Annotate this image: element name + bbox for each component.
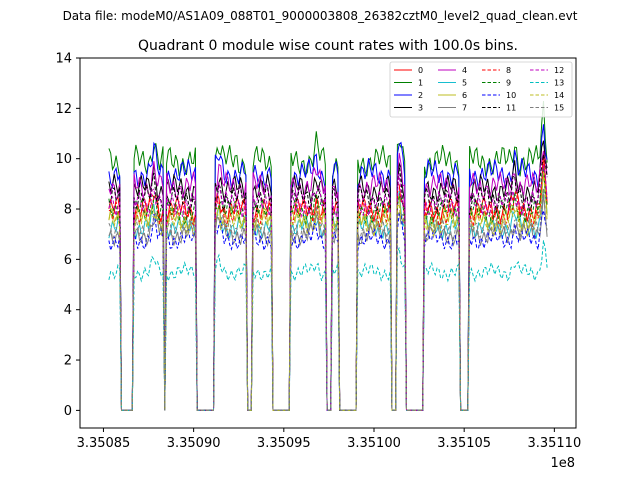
x-tick-label: 3.35090 — [167, 436, 221, 451]
y-tick-label: 12 — [55, 102, 72, 117]
y-tick-label: 14 — [55, 52, 72, 67]
series-line-2 — [108, 124, 548, 411]
legend-label-6: 6 — [462, 91, 467, 100]
x-tick-label: 3.35095 — [257, 436, 311, 451]
x-tick-label: 3.35100 — [347, 436, 401, 451]
x-tick-label: 3.35110 — [527, 436, 581, 451]
legend-label-14: 14 — [554, 91, 564, 100]
legend-label-12: 12 — [554, 66, 564, 75]
y-tick-label: 8 — [64, 203, 72, 218]
series-line-3 — [108, 140, 548, 411]
series-line-15 — [108, 188, 548, 411]
x-tick-label: 3.35085 — [77, 436, 131, 451]
plot-area-frame — [79, 57, 577, 429]
legend-label-9: 9 — [506, 79, 511, 88]
legend-label-15: 15 — [554, 104, 564, 113]
y-tick-label: 10 — [55, 152, 72, 167]
legend-label-7: 7 — [462, 104, 467, 113]
y-tick-label: 2 — [64, 354, 72, 369]
series-line-14 — [108, 171, 548, 411]
legend-label-10: 10 — [506, 91, 516, 100]
x-axis: 3.35085 3.35090 3.35095 3.35100 3.35105 3.351… — [77, 428, 581, 451]
legend-label-1: 1 — [418, 79, 423, 88]
series-layer — [108, 100, 548, 411]
x-tick-label: 3.35105 — [437, 436, 491, 451]
legend-label-8: 8 — [506, 66, 511, 75]
series-line-1 — [108, 100, 548, 411]
y-tick-label: 4 — [64, 303, 72, 318]
chart-suptitle: Data file: modeM0/AS1A09_088T01_90000038… — [63, 9, 578, 23]
legend-box — [389, 61, 573, 118]
legend-label-0: 0 — [418, 66, 423, 75]
series-line-12 — [108, 164, 548, 411]
y-axis: 0 2 4 6 8 10 12 14 — [55, 52, 80, 419]
series-line-11 — [108, 154, 548, 411]
y-tick-label: 6 — [64, 253, 72, 268]
x-offset-label: 1e8 — [550, 456, 575, 471]
y-tick-label: 0 — [64, 404, 72, 419]
legend-label-4: 4 — [462, 66, 467, 75]
legend-label-2: 2 — [418, 91, 423, 100]
series-line-13 — [108, 240, 548, 411]
series-line-7 — [108, 193, 548, 411]
legend-label-11: 11 — [506, 104, 516, 113]
series-line-8 — [108, 160, 548, 411]
legend-label-5: 5 — [462, 79, 467, 88]
legend-label-13: 13 — [554, 79, 564, 88]
series-line-9 — [108, 166, 548, 411]
chart-title: Quadrant 0 module wise count rates with … — [138, 38, 518, 54]
legend-label-3: 3 — [418, 104, 423, 113]
